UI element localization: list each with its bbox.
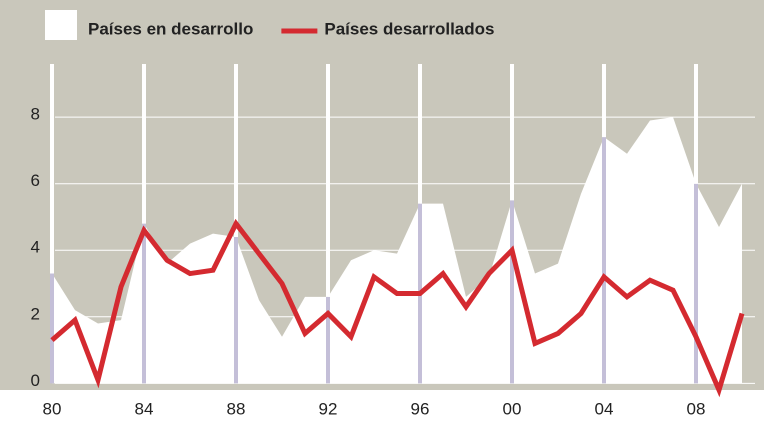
legend-label: Países desarrollados	[324, 19, 494, 38]
x-tick-label: 92	[319, 399, 338, 418]
x-tick-label: 08	[687, 399, 706, 418]
legend-label: Países en desarrollo	[88, 19, 253, 38]
area	[52, 117, 742, 384]
x-tick-label: 00	[503, 399, 522, 418]
legend-swatch	[45, 10, 77, 40]
y-tick-label: 2	[31, 304, 40, 323]
x-tick-label: 80	[43, 399, 62, 418]
x-tick-label: 88	[227, 399, 246, 418]
x-tick-label: 84	[135, 399, 154, 418]
line	[50, 218, 745, 398]
y-tick-label: 8	[31, 105, 40, 124]
y-tick-label: 6	[31, 171, 40, 190]
x-tick-label: 04	[595, 399, 614, 418]
y-tick-label: 4	[31, 238, 40, 257]
x-tick-label: 96	[411, 399, 430, 418]
y-tick-label: 0	[31, 371, 40, 390]
